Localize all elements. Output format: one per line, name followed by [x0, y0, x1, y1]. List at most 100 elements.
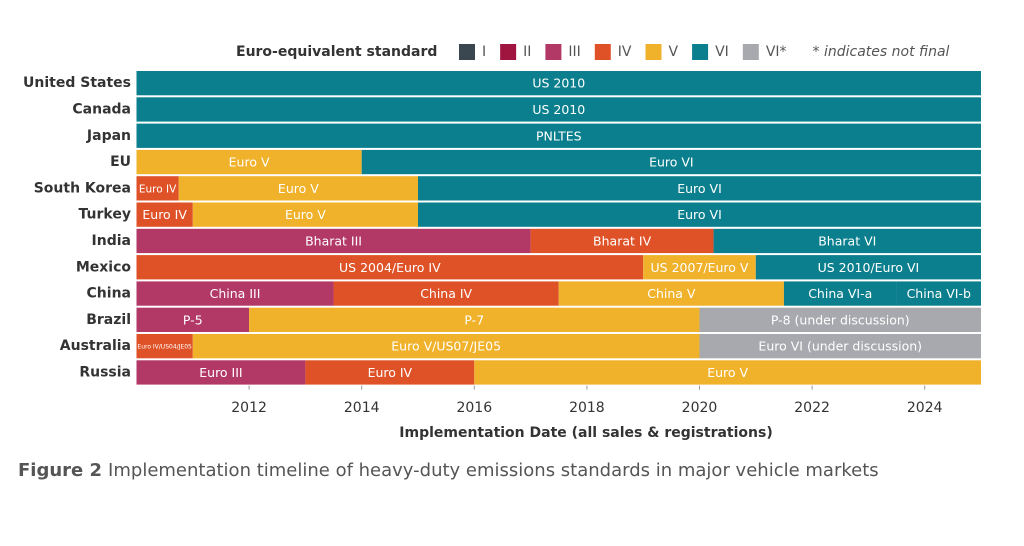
- x-axis-label: Implementation Date (all sales & registr…: [399, 425, 772, 441]
- segment: [136, 228, 531, 254]
- caption-text: Implementation timeline of heavy-duty em…: [108, 460, 879, 481]
- segment-label: Bharat VI: [818, 233, 876, 248]
- segment: [136, 71, 981, 96]
- legend-label: IV: [618, 44, 632, 60]
- segment: [136, 97, 981, 122]
- segment: [136, 202, 193, 227]
- segment: [699, 334, 981, 359]
- segment-label: US 2004/Euro IV: [339, 260, 441, 275]
- segment-label: US 2010: [532, 76, 585, 91]
- row-label: United States: [23, 75, 131, 91]
- segment: [136, 176, 179, 201]
- row-label: Australia: [60, 338, 131, 354]
- row-label: India: [92, 233, 131, 249]
- segment-label: P-5: [183, 312, 203, 327]
- segment-label: Euro V: [707, 365, 748, 380]
- legend-label: II: [523, 44, 531, 60]
- legend-swatch: [459, 44, 475, 60]
- segment-label: Euro VI (under discussion): [758, 339, 922, 354]
- segment-label: Bharat IV: [593, 233, 652, 248]
- segment: [783, 281, 897, 306]
- segment-label: P-8 (under discussion): [771, 312, 910, 327]
- row-label: Japan: [86, 128, 131, 144]
- x-tick-label: 2024: [907, 400, 943, 416]
- segment-label: China IV: [420, 286, 472, 301]
- x-tick-label: 2012: [231, 400, 267, 416]
- segment-label: Euro VI: [649, 155, 694, 170]
- segment-label: Euro V: [278, 181, 319, 196]
- row-label: Brazil: [86, 312, 131, 328]
- segment-label: US 2010/Euro VI: [818, 260, 920, 275]
- segment: [530, 228, 714, 254]
- segment: [178, 176, 418, 201]
- segment-label: Euro V: [229, 155, 270, 170]
- segment-label: Euro VI: [677, 181, 722, 196]
- segment: [192, 334, 700, 359]
- segment: [192, 202, 418, 227]
- segment: [558, 281, 784, 306]
- segment-label: Euro IV: [368, 365, 413, 380]
- segment-label: PNLTES: [536, 128, 582, 143]
- segment: [249, 307, 700, 332]
- segment: [361, 149, 981, 175]
- row-label: EU: [110, 154, 131, 170]
- legend-note: * indicates not final: [813, 44, 950, 60]
- segment: [896, 281, 981, 306]
- legend-swatch: [645, 44, 662, 60]
- segment: [136, 360, 306, 385]
- row-label: Turkey: [79, 207, 131, 223]
- segment-label: US 2007/Euro V: [651, 260, 749, 275]
- legend-swatch: [500, 44, 517, 60]
- segment-label: Euro V/US07/JE05: [391, 339, 501, 354]
- caption-label: Figure 2: [18, 460, 102, 481]
- x-tick-label: 2018: [569, 400, 605, 416]
- legend-label: V: [669, 44, 679, 60]
- segment-label: China V: [647, 286, 696, 301]
- segment-label: China VI-a: [808, 286, 872, 301]
- segment: [136, 255, 644, 280]
- segment: [699, 307, 981, 332]
- legend-swatch: [594, 44, 611, 60]
- segment: [418, 176, 981, 201]
- caption: Figure 2 Implementation timeline of heavy…: [18, 460, 879, 481]
- segment-label: Euro VI: [677, 207, 722, 222]
- legend-swatch: [742, 44, 759, 60]
- segment: [136, 307, 250, 332]
- legend-label: I: [482, 44, 486, 60]
- segment: [136, 123, 981, 148]
- segment-label: Euro III: [199, 365, 242, 380]
- row-label: China: [87, 286, 131, 302]
- segment: [305, 360, 475, 385]
- segment-label: Euro V: [285, 207, 326, 222]
- segment-label: China III: [210, 286, 261, 301]
- row-label: South Korea: [34, 180, 131, 196]
- legend-swatch: [545, 44, 562, 60]
- x-tick-label: 2016: [456, 400, 492, 416]
- x-tick-label: 2022: [794, 400, 830, 416]
- segment: [713, 228, 981, 254]
- segment: [333, 281, 559, 306]
- segment-label: Bharat III: [305, 233, 362, 248]
- row-label: Mexico: [76, 259, 132, 275]
- segment-label: China VI-b: [907, 286, 971, 301]
- legend-swatch: [692, 44, 709, 60]
- segment-label: Euro IV: [139, 183, 177, 195]
- segment-label: P-7: [464, 312, 484, 327]
- row-label: Canada: [72, 101, 131, 117]
- segment-label: Euro IV/US04/JE05: [137, 344, 192, 351]
- segment: [136, 149, 362, 175]
- segment: [755, 255, 981, 280]
- segment: [136, 281, 334, 306]
- segment: [136, 334, 193, 359]
- segment-label: Euro IV: [142, 207, 187, 222]
- legend-title: Euro-equivalent standard: [236, 44, 437, 60]
- segment: [643, 255, 756, 280]
- segment: [474, 360, 981, 385]
- legend-label: VI: [715, 44, 729, 60]
- segment-label: US 2010: [532, 102, 585, 117]
- legend-label: VI*: [766, 44, 787, 60]
- segment: [418, 202, 981, 227]
- row-label: Russia: [79, 364, 131, 380]
- x-tick-label: 2014: [344, 400, 380, 416]
